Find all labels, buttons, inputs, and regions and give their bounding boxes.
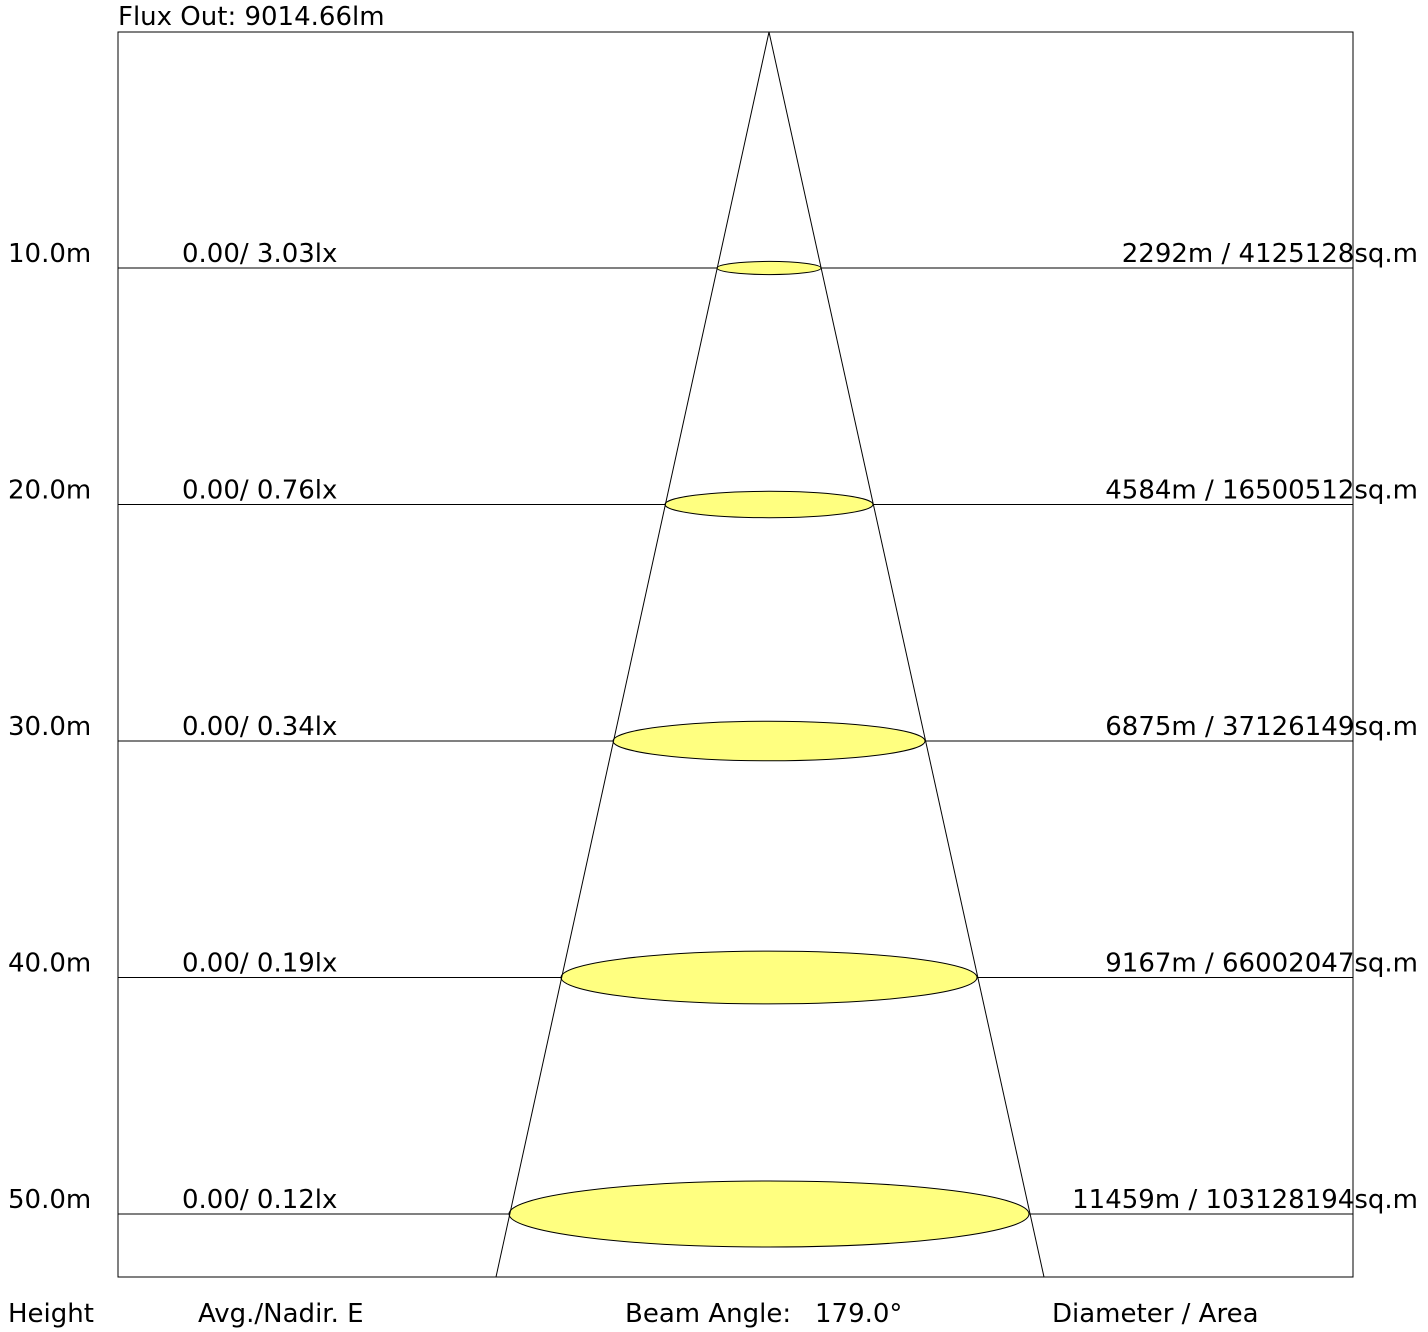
avg-nadir-value: 0.00/ 0.34lx xyxy=(182,712,337,742)
height-label: 20.0m xyxy=(8,476,91,506)
height-label: 10.0m xyxy=(8,239,91,269)
light-spot-ellipse xyxy=(664,490,874,519)
diameter-area-value: 6875m / 37126149sq.m xyxy=(1105,712,1418,742)
diameter-area-value: 11459m / 103128194sq.m xyxy=(1072,1185,1418,1215)
height-rows: 10.0m 0.00/ 3.03lx 2292m / 4125128sq.m 20.0… xyxy=(8,239,1418,1248)
height-row: 20.0m 0.00/ 0.76lx 4584m / 16500512sq.m xyxy=(8,476,1418,519)
footer-beam-angle-value: 179.0° xyxy=(815,1299,902,1329)
avg-nadir-value: 0.00/ 3.03lx xyxy=(182,239,337,269)
light-spot-ellipse xyxy=(612,720,926,762)
diameter-area-value: 4584m / 16500512sq.m xyxy=(1105,476,1418,506)
height-row: 50.0m 0.00/ 0.12lx 11459m / 103128194sq.m xyxy=(8,1180,1418,1248)
cone-edge-right xyxy=(768,31,1045,1278)
footer-avg-nadir-label: Avg./Nadir. E xyxy=(198,1299,364,1329)
diameter-area-value: 2292m / 4125128sq.m xyxy=(1122,239,1418,269)
footer-diameter-area-label: Diameter / Area xyxy=(1052,1299,1259,1329)
cone-edge-left xyxy=(495,31,770,1278)
avg-nadir-value: 0.00/ 0.19lx xyxy=(182,949,337,979)
height-row: 10.0m 0.00/ 3.03lx 2292m / 4125128sq.m xyxy=(8,239,1418,276)
height-row: 30.0m 0.00/ 0.34lx 6875m / 37126149sq.m xyxy=(8,712,1418,762)
height-row: 40.0m 0.00/ 0.19lx 9167m / 66002047sq.m xyxy=(8,949,1418,1005)
footer-beam-angle-label: Beam Angle: xyxy=(625,1299,791,1329)
height-label: 40.0m xyxy=(8,949,91,979)
diameter-area-value: 9167m / 66002047sq.m xyxy=(1105,949,1418,979)
plot-frame xyxy=(117,31,1354,1278)
light-spot-ellipse xyxy=(560,950,978,1005)
avg-nadir-value: 0.00/ 0.76lx xyxy=(182,476,337,506)
light-spot-ellipse xyxy=(508,1180,1030,1248)
avg-nadir-value: 0.00/ 0.12lx xyxy=(182,1185,337,1215)
flux-out-label: Flux Out: 9014.66lm xyxy=(118,2,385,32)
height-label: 30.0m xyxy=(8,712,91,742)
light-spot-ellipse xyxy=(716,260,822,276)
height-label: 50.0m xyxy=(8,1185,91,1215)
footer-height-label: Height xyxy=(8,1299,94,1329)
